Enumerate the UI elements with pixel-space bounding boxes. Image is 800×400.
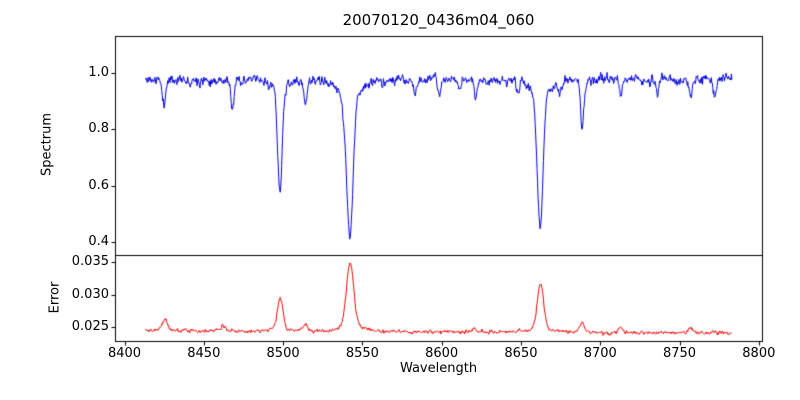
x-tick-label: 8650 <box>504 346 538 361</box>
spectrum-y-tick-label: 0.8 <box>88 121 109 137</box>
x-tick-label: 8600 <box>425 346 459 361</box>
error-y-tick-label: 0.035 <box>71 254 109 270</box>
x-tick-label: 8750 <box>662 346 697 361</box>
x-tick-label: 8700 <box>583 346 617 361</box>
spectrum-y-tick-label: 1.0 <box>88 64 109 80</box>
error-y-tick-label: 0.030 <box>71 286 109 302</box>
spectrum-y-tick-label: 0.6 <box>88 177 109 193</box>
x-tick-label: 8400 <box>107 346 142 361</box>
chart-title: 20070120_0436m04_060 <box>342 11 535 29</box>
x-axis-label: Wavelength <box>399 361 478 376</box>
x-tick-label: 8800 <box>742 346 776 361</box>
x-tick-label: 8450 <box>187 346 221 361</box>
spectrum-y-tick-label: 0.4 <box>88 234 109 250</box>
x-tick-label: 8500 <box>266 346 300 361</box>
error-y-tick-label: 0.025 <box>71 319 109 335</box>
x-tick-label: 8550 <box>345 346 379 361</box>
